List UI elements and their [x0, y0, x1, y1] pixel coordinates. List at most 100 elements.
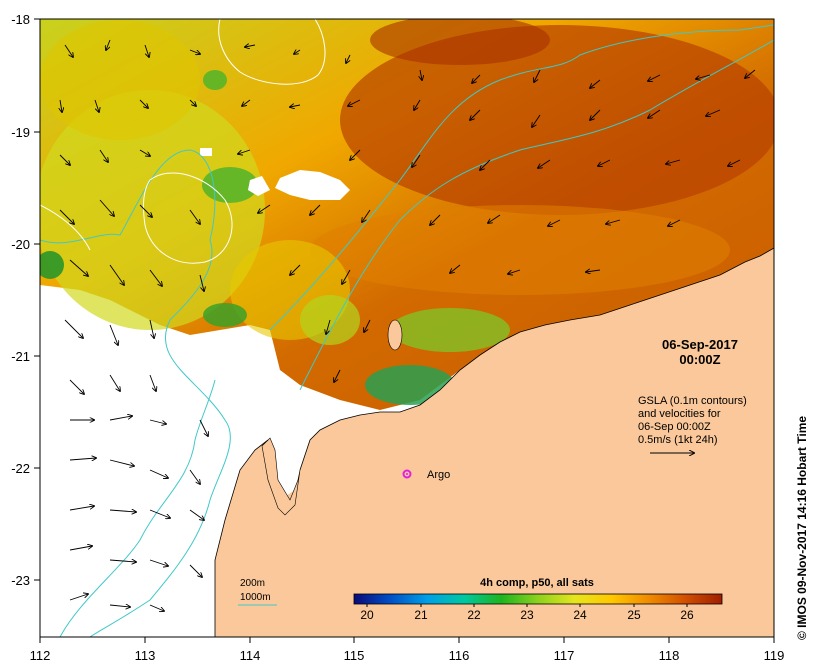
velocity-arrow — [109, 416, 132, 421]
credit-text: © IMOS 09-Nov-2017 14:16 Hobart Time — [795, 416, 809, 640]
plot-frame — [39, 18, 775, 638]
velocity-arrow — [364, 319, 371, 332]
gsla-contour — [40, 204, 91, 251]
colorbar-tick-label: 26 — [680, 608, 694, 622]
velocity-arrow — [348, 99, 361, 106]
velocity-arrow — [508, 269, 521, 274]
colorbar-title: 4h comp, p50, all sats — [480, 577, 594, 589]
velocity-arrow — [420, 69, 422, 80]
velocity-arrow — [139, 204, 152, 217]
velocity-arrow — [258, 204, 271, 213]
velocity-arrow — [586, 270, 601, 272]
velocity-arrow — [590, 79, 601, 88]
velocity-arrow — [238, 149, 251, 154]
velocity-arrow — [109, 264, 124, 285]
x-tick-label: 113 — [135, 648, 156, 663]
velocity-arrow — [532, 114, 541, 127]
velocity-arrow — [109, 560, 136, 562]
gsla-text-line: 0.5m/s (1kt 24h) — [638, 434, 717, 446]
gsla-contour — [218, 19, 326, 85]
velocity-arrow — [144, 44, 149, 57]
y-tick-label: -22 — [11, 461, 30, 476]
colorbar-tick-label: 20 — [360, 608, 374, 622]
y-tick-label: -23 — [11, 573, 30, 588]
isobath-1000m-west — [59, 379, 216, 637]
gsla-text-line: and velocities for — [638, 408, 721, 420]
colorbar-gradient — [353, 593, 723, 605]
velocity-arrow — [69, 594, 88, 601]
gsla-text-line: 06-Sep 00:00Z — [638, 421, 711, 433]
velocity-arrow — [139, 99, 148, 108]
gsla-contour — [142, 172, 233, 264]
velocity-arrow — [350, 149, 361, 160]
x-tick-label: 117 — [554, 648, 575, 663]
argo-label: Argo — [427, 469, 450, 481]
velocity-arrow — [598, 159, 611, 166]
velocity-arrow — [69, 458, 96, 460]
velocity-arrow — [149, 374, 156, 391]
velocity-arrow — [290, 264, 301, 275]
x-tick-label: 119 — [764, 648, 785, 663]
velocity-arrow — [480, 159, 491, 170]
gsla-text-line: GSLA (0.1m contours) — [638, 395, 747, 407]
velocity-arrow — [412, 154, 421, 167]
isobath-1000m-north — [269, 24, 774, 331]
x-tick-marks — [39, 637, 775, 643]
velocity-arrow — [706, 109, 721, 116]
velocity-arrow — [94, 99, 99, 112]
velocity-arrow — [139, 149, 150, 156]
velocity-arrow — [189, 469, 200, 484]
velocity-arrow — [666, 159, 681, 164]
velocity-arrow — [64, 44, 73, 57]
velocity-arrow — [109, 374, 120, 391]
velocity-arrow — [326, 319, 331, 334]
velocity-arrow — [109, 324, 118, 345]
coastline — [214, 247, 774, 637]
velocity-arrow — [106, 39, 111, 50]
velocity-arrow — [488, 214, 501, 223]
velocity-arrow — [334, 369, 341, 382]
velocity-arrow — [199, 274, 204, 291]
velocity-arrow — [199, 419, 208, 436]
velocity-arrow — [728, 159, 741, 166]
velocity-arrow — [290, 105, 301, 107]
velocity-arrow — [189, 99, 196, 106]
y-tick-label: -20 — [11, 237, 30, 252]
velocity-arrow — [69, 259, 88, 276]
velocity-arrow — [362, 209, 371, 222]
colorbar-tick-label: 21 — [414, 608, 428, 622]
velocity-arrow — [242, 99, 251, 106]
velocity-arrow — [189, 509, 204, 520]
velocity-arrow — [149, 604, 164, 611]
velocity-arrow — [109, 510, 136, 512]
velocity-arrow — [590, 109, 601, 120]
velocity-arrow — [696, 74, 711, 79]
australia-land — [215, 248, 774, 637]
time-title: 00:00Z — [679, 352, 720, 367]
velocity-arrow — [99, 149, 108, 162]
velocity-arrow — [538, 159, 551, 168]
velocity-arrow — [648, 74, 661, 81]
y-tick-label: -19 — [11, 125, 30, 140]
legend-1000m-label: 1000m — [240, 592, 271, 603]
isobath-200m — [299, 39, 774, 391]
velocity-arrow — [745, 69, 756, 78]
velocity-arrow — [149, 319, 154, 338]
velocity-arrow — [414, 99, 421, 110]
legend-200m-label: 200m — [240, 578, 265, 589]
velocity-arrow — [430, 214, 441, 225]
date-title: 06-Sep-2017 — [662, 337, 738, 352]
velocity-arrow — [149, 509, 170, 518]
x-tick-label: 118 — [659, 648, 680, 663]
velocity-arrow — [64, 319, 83, 338]
velocity-arrow — [294, 50, 301, 54]
velocity-arrow — [149, 269, 162, 286]
x-tick-label: 114 — [240, 648, 261, 663]
isobath-1000m — [40, 149, 231, 637]
velocity-arrow — [149, 419, 166, 424]
velocity-arrow — [149, 469, 168, 478]
colorbar-ticks: 20 21 22 23 24 25 26 — [360, 604, 694, 622]
x-tick-label: 112 — [30, 648, 51, 663]
colorbar-tick-label: 24 — [573, 608, 587, 622]
velocity-arrow — [668, 219, 681, 226]
